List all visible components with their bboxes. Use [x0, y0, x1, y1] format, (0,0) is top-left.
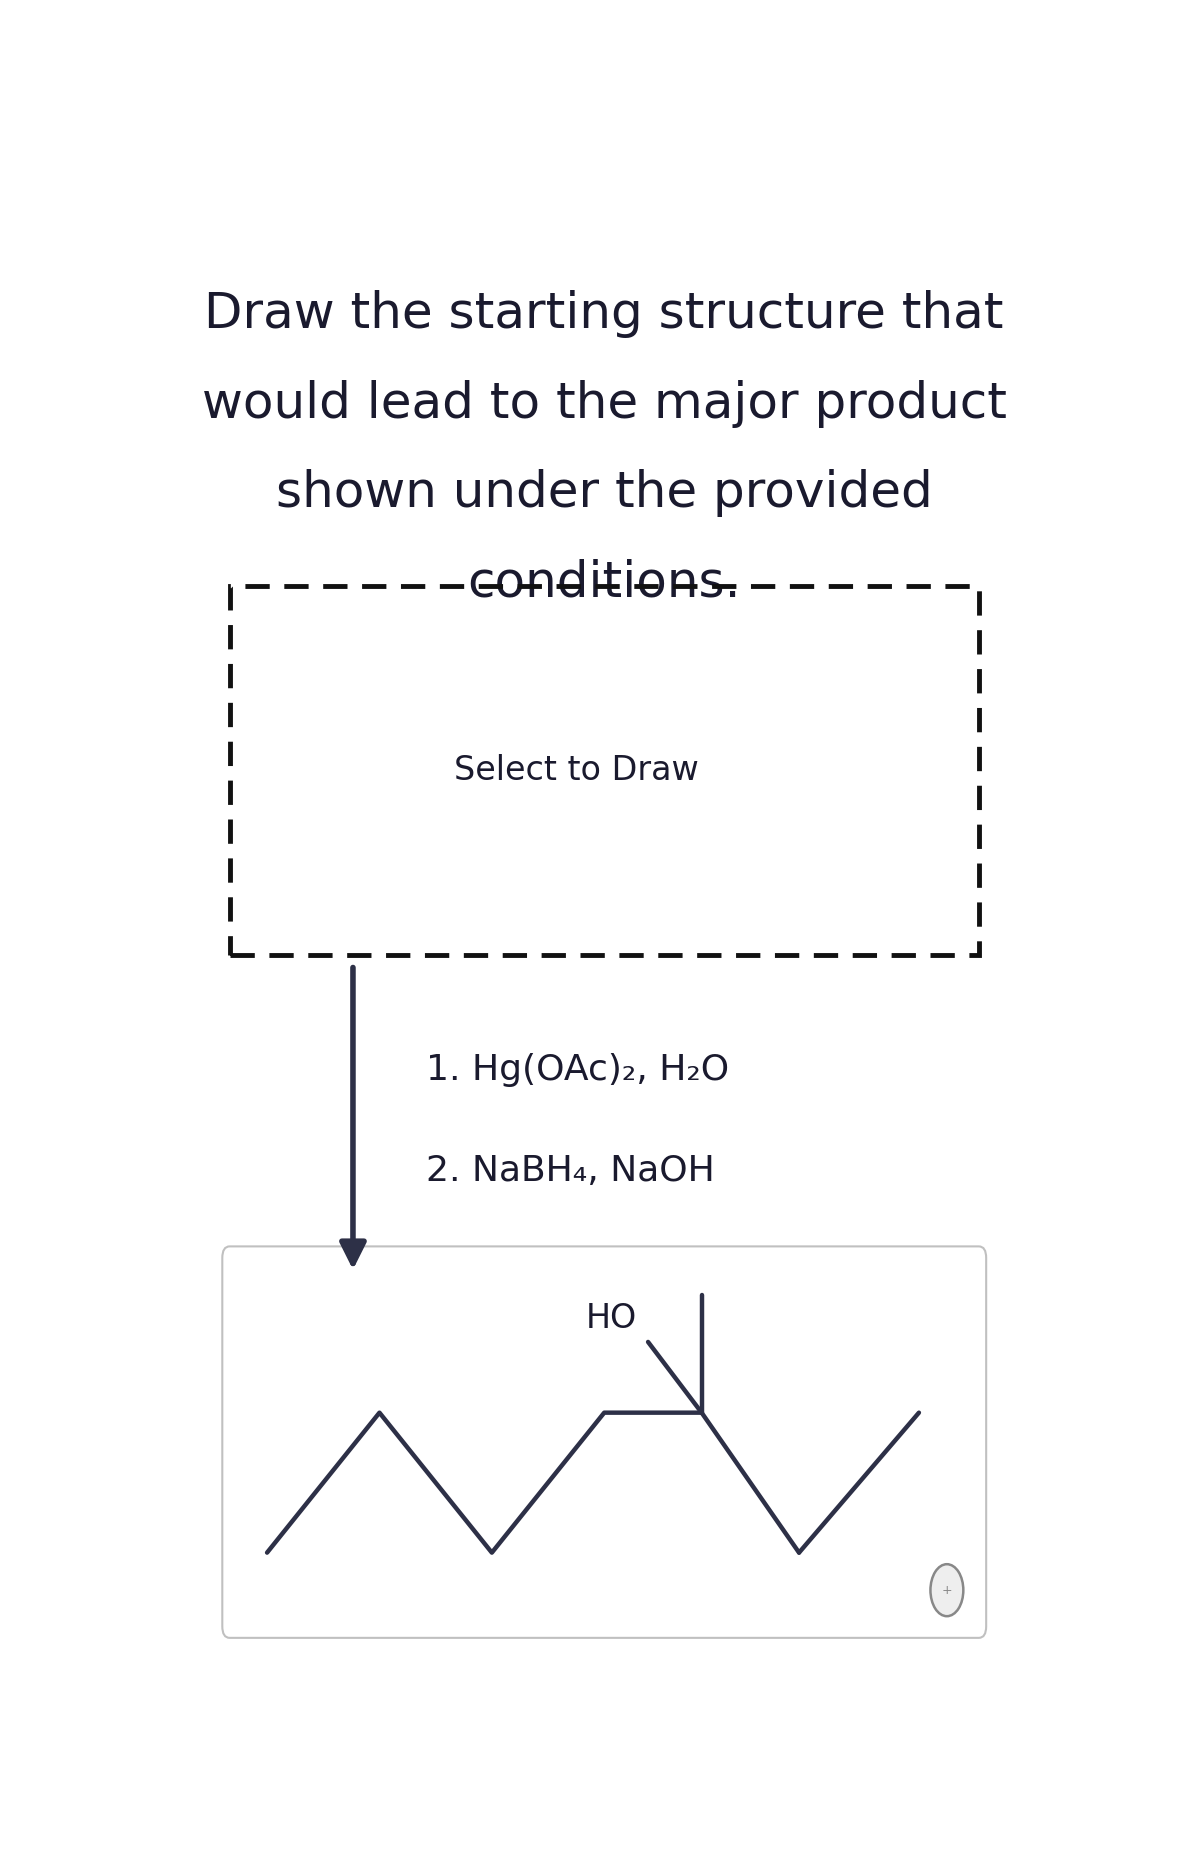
- Text: 2. NaBH₄, NaOH: 2. NaBH₄, NaOH: [426, 1154, 714, 1188]
- FancyBboxPatch shape: [223, 1246, 986, 1638]
- Text: 1. Hg(OAc)₂, H₂O: 1. Hg(OAc)₂, H₂O: [426, 1052, 729, 1088]
- Text: conditions.: conditions.: [468, 559, 740, 606]
- Circle shape: [930, 1565, 963, 1617]
- Text: HO: HO: [586, 1302, 637, 1334]
- Text: Select to Draw: Select to Draw: [454, 754, 699, 786]
- Text: +: +: [942, 1583, 953, 1596]
- Text: would lead to the major product: would lead to the major product: [202, 379, 1007, 428]
- Text: Draw the starting structure that: Draw the starting structure that: [204, 291, 1005, 338]
- Text: shown under the provided: shown under the provided: [276, 469, 933, 518]
